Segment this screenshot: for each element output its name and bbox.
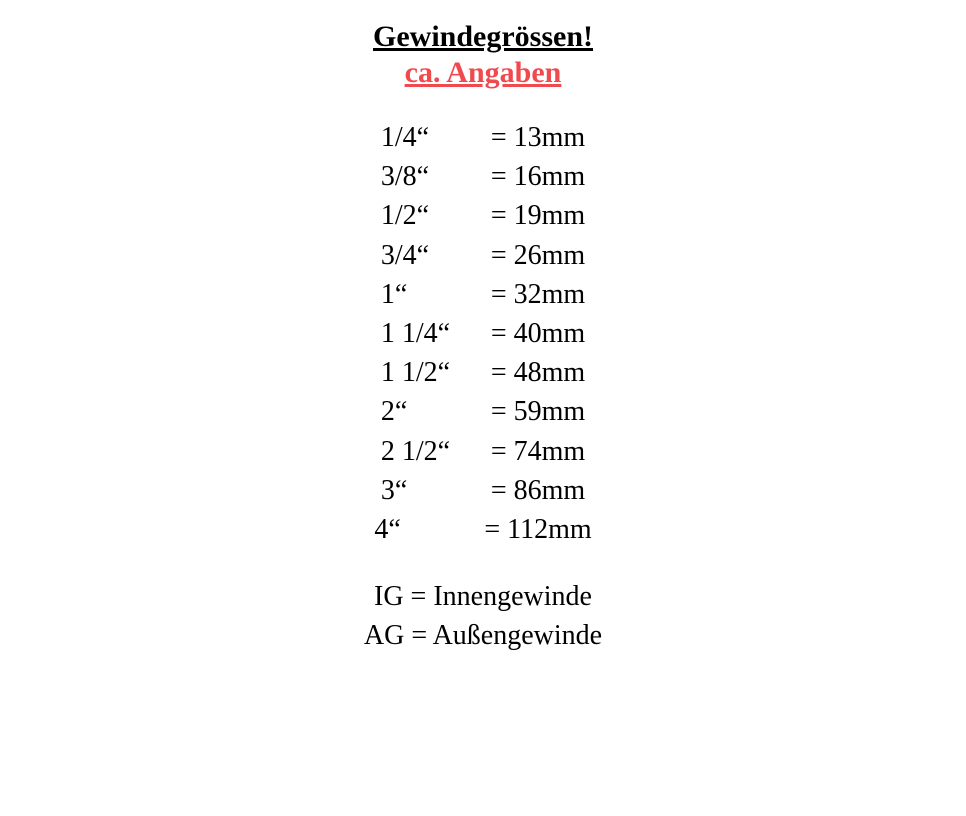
page-title: Gewindegrössen! xyxy=(373,20,593,54)
legend-row: IG = Innengewinde xyxy=(374,577,592,616)
size-row: 3/8“= 16mm xyxy=(381,157,585,196)
size-label: 3/8“ xyxy=(381,157,491,196)
size-row: 1 1/2“= 48mm xyxy=(381,353,585,392)
size-value: = 32mm xyxy=(491,275,585,314)
size-label: 2 1/2“ xyxy=(381,432,491,471)
size-label: 1“ xyxy=(381,275,491,314)
sizes-table: 1/4“= 13mm3/8“= 16mm1/2“= 19mm3/4“= 26mm… xyxy=(374,118,591,549)
size-row: 1/4“= 13mm xyxy=(381,118,585,157)
legend-block: IG = InnengewindeAG = Außengewinde xyxy=(364,577,602,655)
size-value: = 40mm xyxy=(491,314,585,353)
size-row: 3“= 86mm xyxy=(381,471,585,510)
size-value: = 16mm xyxy=(491,157,585,196)
size-row: 2“= 59mm xyxy=(381,392,585,431)
page-subtitle: ca. Angaben xyxy=(405,56,562,90)
size-value: = 74mm xyxy=(491,432,585,471)
size-label: 2“ xyxy=(381,392,491,431)
size-label: 4“ xyxy=(374,510,484,549)
size-value: = 13mm xyxy=(491,118,585,157)
size-value: = 86mm xyxy=(491,471,585,510)
size-label: 1/2“ xyxy=(381,196,491,235)
size-row: 1 1/4“= 40mm xyxy=(381,314,585,353)
size-label: 1/4“ xyxy=(381,118,491,157)
size-row: 1“= 32mm xyxy=(381,275,585,314)
size-value: = 19mm xyxy=(491,196,585,235)
size-row: 3/4“= 26mm xyxy=(381,236,585,275)
size-value: = 48mm xyxy=(491,353,585,392)
size-label: 1 1/4“ xyxy=(381,314,491,353)
size-row: 4“= 112mm xyxy=(374,510,591,549)
size-value: = 112mm xyxy=(484,510,591,549)
size-label: 1 1/2“ xyxy=(381,353,491,392)
size-row: 2 1/2“= 74mm xyxy=(381,432,585,471)
legend-row: AG = Außengewinde xyxy=(364,616,602,655)
size-label: 3“ xyxy=(381,471,491,510)
content-container: Gewindegrössen! ca. Angaben 1/4“= 13mm3/… xyxy=(0,20,966,655)
size-value: = 26mm xyxy=(491,236,585,275)
size-label: 3/4“ xyxy=(381,236,491,275)
size-row: 1/2“= 19mm xyxy=(381,196,585,235)
size-value: = 59mm xyxy=(491,392,585,431)
